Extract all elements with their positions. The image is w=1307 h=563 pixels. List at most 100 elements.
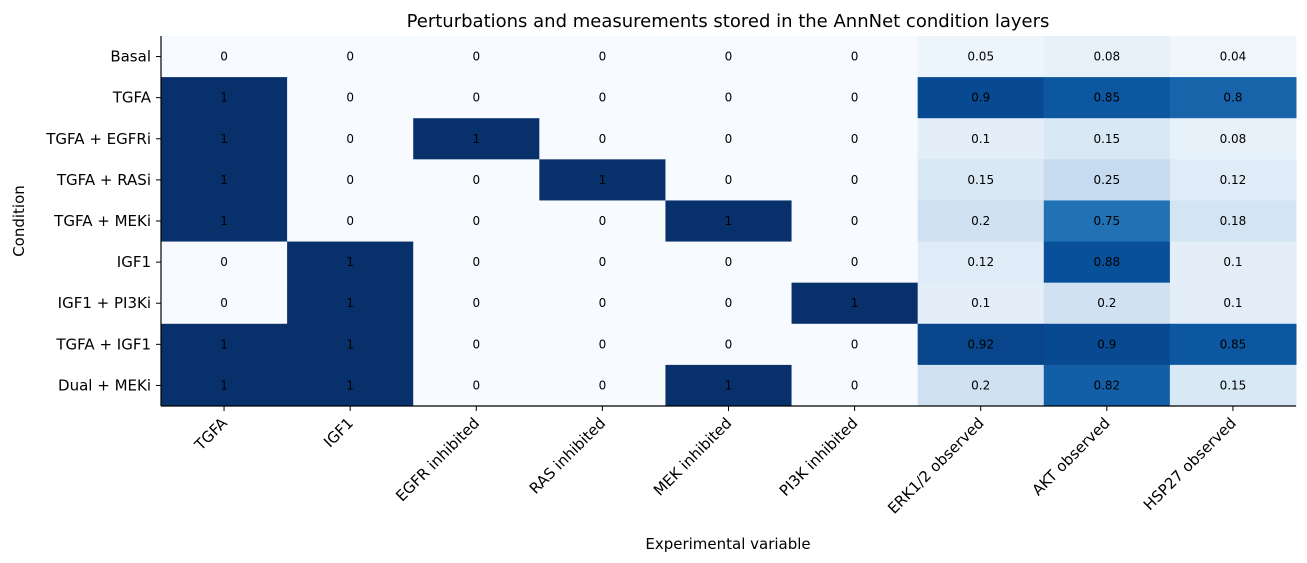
cell-value-label: 0.85 [1220,337,1247,351]
heatmap-cell [665,200,793,243]
cell-value-label: 1 [346,378,354,392]
heatmap-cell [287,159,414,201]
heatmap-cell [1043,364,1171,407]
heatmap-cell [665,77,793,119]
heatmap-cell [917,282,1045,325]
heatmap-cells [161,36,1297,407]
cell-value-label: 1 [725,378,733,392]
cell-value-label: 1 [220,91,228,105]
heatmap-cell [1043,241,1171,284]
cell-value-label: 0.15 [967,173,994,187]
y-tick-label: Basal [110,48,151,66]
heatmap-cell [665,364,793,407]
heatmap-cell [791,118,919,160]
x-tick-label: AKT observed [1029,414,1114,499]
heatmap-cell [287,36,414,78]
cell-value-label: 0 [346,214,354,228]
heatmap-cell [413,364,540,407]
heatmap-cell [665,282,793,325]
cell-value-label: 0 [725,255,733,269]
heatmap-cell [413,241,540,284]
heatmap-cell [1043,282,1171,325]
cell-value-label: 0 [725,337,733,351]
cell-value-label: 0.8 [1223,91,1242,105]
chart-title: Perturbations and measurements stored in… [407,11,1050,32]
x-tick-label: EGFR inhibited [392,414,483,505]
heatmap-cell [1169,364,1297,407]
cell-value-label: 0 [472,296,480,310]
heatmap-cell [413,200,540,243]
heatmap-cell [1169,200,1297,243]
cell-value-label: 0 [472,173,480,187]
heatmap-cell [917,159,1045,201]
cell-value-label: 0 [472,378,480,392]
x-tick-label: RAS inhibited [526,414,609,497]
cell-value-label: 0.2 [1097,296,1116,310]
cell-value-label: 0 [599,255,607,269]
cell-value-label: 0 [725,91,733,105]
cell-value-label: 0 [472,337,480,351]
heatmap-cell [161,200,288,243]
cell-value-label: 0 [725,173,733,187]
cell-value-label: 1 [346,255,354,269]
cell-value-label: 0 [851,337,859,351]
heatmap-cell [665,159,793,201]
heatmap-cell [539,282,666,325]
cell-value-label: 0 [346,91,354,105]
heatmap-cell [791,159,919,201]
heatmap-cell [791,36,919,78]
y-tick-label: TGFA + IGF1 [55,335,151,353]
cell-value-label: 0.88 [1093,255,1120,269]
cell-value-label: 0 [346,173,354,187]
cell-value-label: 0 [599,132,607,146]
cell-value-label: 0 [599,214,607,228]
cell-value-label: 0.18 [1220,214,1247,228]
cell-value-label: 0 [346,132,354,146]
cell-value-label: 0.1 [971,296,990,310]
cell-value-label: 0.12 [1220,173,1247,187]
y-axis-label: Condition [10,185,28,257]
heatmap-cell [287,282,414,325]
heatmap-cell [539,36,666,78]
heatmap-cell [161,241,288,284]
cell-value-label: 0.08 [1093,50,1120,64]
cell-value-label: 0.1 [971,132,990,146]
heatmap-cell [413,159,540,201]
heatmap-cell [161,77,288,119]
cell-value-label: 0 [220,255,228,269]
heatmap-cell [917,36,1045,78]
cell-value-label: 0.15 [1093,132,1120,146]
cell-value-label: 0 [220,296,228,310]
heatmap-cell [665,36,793,78]
heatmap-cell [539,241,666,284]
heatmap-cell [161,282,288,325]
cell-value-label: 0 [220,50,228,64]
y-tick-label: TGFA [112,89,152,107]
cell-value-label: 0.82 [1093,378,1120,392]
cell-value-label: 0 [599,378,607,392]
y-tick-label: TGFA + RASi [56,171,151,189]
cell-value-label: 0.92 [967,337,994,351]
heatmap-cell [1043,323,1171,366]
cell-value-label: 0 [851,214,859,228]
y-tick-label: IGF1 [117,253,151,271]
heatmap-cell [1043,159,1171,201]
heatmap-cell [161,36,288,78]
heatmap-cell [1043,36,1171,78]
heatmap-cell [539,200,666,243]
heatmap-cell [917,241,1045,284]
cell-value-label: 1 [851,296,859,310]
heatmap-cell [413,323,540,366]
heatmap-cell [539,159,666,201]
heatmap-cell [413,77,540,119]
cell-value-label: 0.2 [971,378,990,392]
x-axis-ticks: TGFA IGF1 EGFR inhibited RAS inhibited MEK i… [190,406,1240,517]
cell-value-label: 0.08 [1220,132,1247,146]
heatmap-cell [791,241,919,284]
heatmap-cell [791,282,919,325]
cell-value-label: 1 [220,337,228,351]
heatmap-cell [287,241,414,284]
heatmap-cell [665,118,793,160]
cell-value-label: 0.1 [1223,296,1242,310]
